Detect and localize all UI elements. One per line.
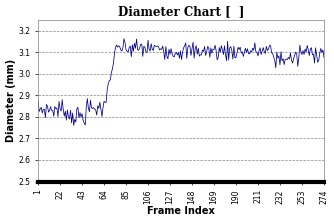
X-axis label: Frame Index: Frame Index	[147, 206, 215, 216]
Y-axis label: Diameter (mm): Diameter (mm)	[6, 59, 16, 142]
Title: Diameter Chart [  ]: Diameter Chart [ ]	[118, 6, 244, 19]
